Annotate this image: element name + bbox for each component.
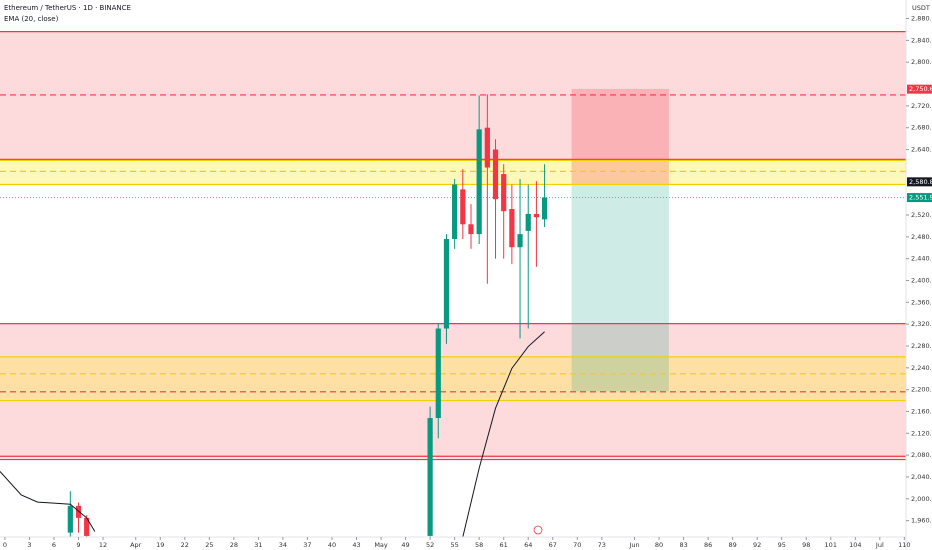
axis-unit: USDT — [912, 4, 930, 12]
candle-body — [460, 189, 466, 225]
y-tick-label: 1,960.00 — [911, 517, 932, 525]
x-tick-label: 52 — [426, 541, 434, 549]
x-tick-label: 40 — [328, 541, 336, 549]
x-tick-label: 98 — [802, 541, 810, 549]
candle-body — [435, 328, 441, 419]
candle-body — [492, 149, 499, 200]
x-tick-label: 95 — [778, 541, 786, 549]
y-tick-label: 2,160.00 — [911, 407, 932, 415]
candle-body — [67, 505, 73, 533]
x-tick-label: 104 — [849, 541, 861, 549]
x-tick-label: 19 — [156, 541, 164, 549]
x-tick-label: 55 — [450, 541, 458, 549]
y-tick-label: 2,680.00 — [911, 124, 932, 132]
x-tick-label: 34 — [279, 541, 287, 549]
price-badge — [907, 193, 932, 203]
stop-area — [571, 88, 669, 185]
x-tick-label: Apr — [130, 541, 142, 549]
y-tick-label: 2,040.00 — [911, 473, 932, 481]
x-tick-label: 25 — [205, 541, 213, 549]
ema-line — [462, 331, 545, 538]
plot-area — [0, 31, 906, 538]
x-tick-label: 58 — [475, 541, 483, 549]
indicator-label: EMA (20, close) — [4, 15, 59, 23]
y-tick-label: 2,120.00 — [911, 429, 932, 437]
x-tick-label: 28 — [230, 541, 238, 549]
candle-body — [541, 197, 548, 220]
candle-body — [484, 127, 490, 168]
x-tick-label: Jul — [875, 541, 884, 549]
x-tick-label: 64 — [524, 541, 532, 549]
x-tick-label: 31 — [254, 541, 262, 549]
candle-body — [517, 234, 523, 248]
candle-body — [509, 209, 515, 248]
y-tick-label: 2,720.00 — [911, 102, 932, 110]
candle-body — [443, 239, 450, 329]
price-badge-label: 2,551.98 — [909, 194, 932, 202]
y-tick-label: 2,000.00 — [911, 495, 932, 503]
zone — [0, 323, 906, 458]
candle-body — [476, 129, 482, 235]
y-tick-label: 2,440.00 — [911, 255, 932, 263]
price-badge — [907, 177, 932, 187]
candle-body — [525, 213, 531, 231]
chart-title: Ethereum / TetherUS · 1D · BINANCE — [4, 4, 131, 12]
x-tick-label: 0 — [3, 541, 7, 549]
x-tick-label: May — [374, 541, 388, 549]
y-tick-label: 2,320.00 — [911, 320, 932, 328]
x-tick-label: 101 — [825, 541, 837, 549]
x-tick-label: 49 — [401, 541, 409, 549]
y-tick-label: 2,360.00 — [911, 298, 932, 306]
y-tick-label: 2,200.00 — [911, 386, 932, 394]
x-tick-label: 110 — [898, 541, 910, 549]
x-tick-label: 86 — [704, 541, 712, 549]
x-tick-label: 92 — [753, 541, 761, 549]
x-tick-label: 67 — [549, 541, 557, 549]
candle-body — [501, 174, 507, 212]
candle-body — [452, 184, 458, 240]
x-tick-label: 83 — [679, 541, 687, 549]
ema-line — [0, 471, 96, 532]
y-tick-label: 2,840.00 — [911, 36, 932, 44]
candle-body — [533, 213, 540, 218]
x-tick-label: 89 — [729, 541, 737, 549]
target-area — [571, 184, 669, 392]
y-tick-label: 2,640.00 — [911, 146, 932, 154]
candle-body — [84, 517, 90, 536]
candle-body — [468, 224, 474, 235]
candle-body — [75, 505, 82, 518]
zone — [0, 356, 906, 401]
price-badge-label: 2,580.81 — [909, 178, 932, 186]
x-tick-label: 80 — [655, 541, 663, 549]
x-tick-label: 61 — [500, 541, 508, 549]
x-tick-label: Jun — [628, 541, 639, 549]
y-tick-label: 2,400.00 — [911, 277, 932, 285]
x-tick-label: 22 — [181, 541, 189, 549]
price-badge-label: 2,750.62 — [909, 85, 932, 93]
x-tick-label: 6 — [52, 541, 56, 549]
y-tick-label: 2,880.00 — [911, 15, 932, 23]
y-tick-label: 2,480.00 — [911, 233, 932, 241]
x-tick-label: 3 — [27, 541, 31, 549]
candle-body — [427, 418, 433, 536]
y-tick-label: 2,080.00 — [911, 451, 932, 459]
x-tick-label: 12 — [99, 541, 107, 549]
x-tick-label: 73 — [598, 541, 606, 549]
y-tick-label: 2,240.00 — [911, 364, 932, 372]
price-badge — [907, 84, 932, 94]
x-tick-label: 70 — [573, 541, 581, 549]
y-tick-label: 2,800.00 — [911, 58, 932, 66]
y-tick-label: 2,280.00 — [911, 342, 932, 350]
y-tick-label: 2,520.00 — [911, 211, 932, 219]
x-tick-label: 9 — [76, 541, 80, 549]
event-marker[interactable] — [533, 525, 543, 535]
x-tick-label: 43 — [352, 541, 360, 549]
x-tick-label: 37 — [303, 541, 311, 549]
